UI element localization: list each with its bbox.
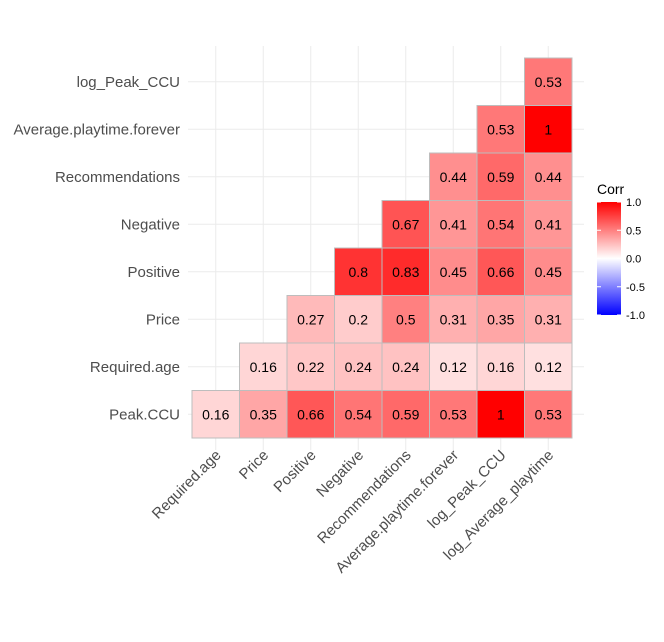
cell-value-label: 0.31 [440,311,467,327]
cell-value-label: 0.16 [250,359,277,375]
color-legend: Corr 1.0 0.5 0.0 -0.5 -1.0 [597,181,645,322]
cell-value-label: 0.45 [535,264,562,280]
row-labels: Peak.CCU Required.age Price Positive Negativ… [14,74,180,424]
column-tick-label: Required.age [149,447,225,523]
heatmap-cell [524,105,573,154]
cell-value-label: 0.2 [349,311,369,327]
cell-value-label: 0.31 [535,311,562,327]
cell-value-label: 0.24 [345,359,372,375]
cell-value-label: 0.44 [440,169,467,185]
cell-value-label: 0.8 [349,264,369,280]
heatmap-cell [429,342,478,391]
heatmap-cell [381,200,430,249]
heatmap-cell [381,247,430,296]
legend-tick-label: 1.0 [626,197,641,209]
legend-tick-label: -1.0 [626,310,645,322]
heatmap-cell [429,295,478,344]
row-tick-label: Average.playtime.forever [14,121,180,138]
cell-value-label: 0.59 [392,406,419,422]
heatmap-cell [239,390,288,439]
heatmap-cell [429,200,478,249]
column-labels: Required.age PricePositiveNegativeRecomme… [149,447,557,577]
column-tick-label: Price [236,447,272,483]
legend-title: Corr [597,181,625,197]
cell-value-label: 1 [497,406,505,422]
heatmap-cell [286,295,335,344]
cell-value-label: 0.59 [487,169,514,185]
row-tick-label: Positive [127,264,180,281]
heatmap-cell [286,390,335,439]
heatmap-cell [524,247,573,296]
heatmap-cell [191,390,240,439]
cell-value-label: 0.45 [440,264,467,280]
heatmap-cell [524,295,573,344]
cell-value-label: 0.12 [535,359,562,375]
heatmap-cell [524,342,573,391]
cell-value-label: 0.35 [487,311,514,327]
cell-value-label: 0.5 [396,311,416,327]
cell-value-label: 0.41 [440,216,467,232]
legend-tick-label: 0.0 [626,254,641,266]
cell-value-label: 0.83 [392,264,419,280]
cell-value-label: 1 [544,121,552,137]
cell-value-label: 0.66 [487,264,514,280]
row-tick-label: log_Peak_CCU [77,74,180,91]
heatmap-cell [239,342,288,391]
heatmap-cell [381,390,430,439]
legend-tick-label: -0.5 [626,282,645,294]
cell-value-label: 0.22 [297,359,324,375]
cell-value-label: 0.66 [297,406,324,422]
cell-value-label: 0.53 [535,406,562,422]
heatmap-cell [476,342,525,391]
heatmap-cell [429,390,478,439]
cell-value-label: 0.44 [535,169,562,185]
heatmap-cell [334,247,383,296]
cell-value-label: 0.53 [535,74,562,90]
heatmap-cell [381,342,430,391]
row-tick-label: Negative [121,216,180,233]
cell-value-label: 0.67 [392,216,419,232]
heatmap-cell [524,390,573,439]
heatmap-cell [524,57,573,106]
row-tick-label: Price [146,311,180,328]
cell-value-label: 0.53 [487,121,514,137]
cell-value-label: 0.54 [345,406,372,422]
heatmap-cell [476,105,525,154]
heatmap-cell [524,200,573,249]
heatmap-cell [476,152,525,201]
cell-value-label: 0.27 [297,311,324,327]
cell-value-label: 0.16 [202,406,229,422]
cell-value-label: 0.12 [440,359,467,375]
cell-value-label: 0.54 [487,216,514,232]
row-tick-label: Recommendations [55,169,180,186]
heatmap-cells: 0.16 0.35 0.66 0.54 0.59 0.53 1 0.53 0.16 0.22 0.2… [191,57,573,439]
cell-value-label: 0.53 [440,406,467,422]
row-tick-label: Required.age [90,359,180,376]
cell-value-label: 0.24 [392,359,419,375]
cell-value-label: 0.41 [535,216,562,232]
legend-tick-label: 0.5 [626,225,641,237]
cell-value-label: 0.16 [487,359,514,375]
heatmap-cell [286,342,335,391]
row-tick-label: Peak.CCU [109,406,180,423]
cell-value-label: 0.35 [250,406,277,422]
